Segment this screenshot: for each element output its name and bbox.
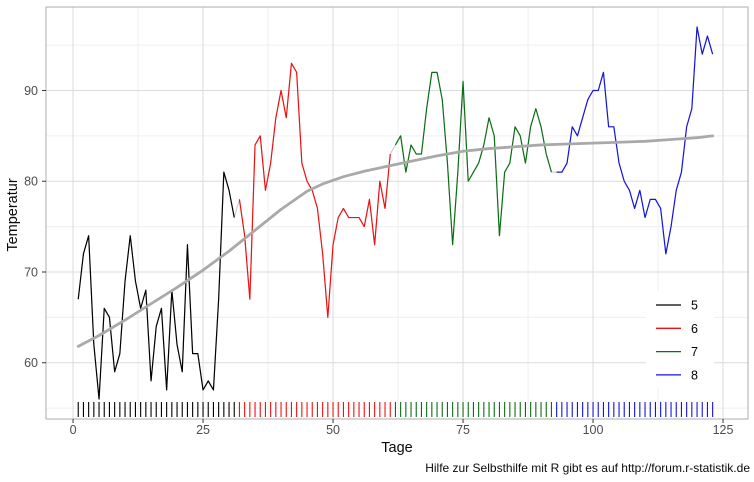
- legend-label: 8: [691, 368, 698, 382]
- legend: 5 6 7 8: [646, 291, 714, 388]
- legend-label: 6: [691, 322, 698, 336]
- smooth-trend: [76, 134, 715, 348]
- gridlines-major: [46, 7, 748, 419]
- month-boundary-connector-line: [77, 26, 714, 400]
- x-axis: 0 25 50 75 100 125: [70, 419, 734, 437]
- y-tick-label: 70: [24, 265, 38, 279]
- x-tick-label: 50: [326, 423, 340, 437]
- month-6-line: [238, 62, 391, 318]
- x-tick-label: 25: [196, 423, 210, 437]
- caption: Hilfe zur Selbsthilfe mit R gibt es auf …: [425, 461, 750, 475]
- x-axis-title: Tage: [381, 440, 412, 456]
- gridlines-minor: [46, 7, 748, 419]
- y-tick-label: 90: [24, 84, 38, 98]
- y-axis-title: Temperatur: [5, 178, 21, 252]
- x-tick-label: 75: [456, 423, 470, 437]
- temperature-series-lines: [77, 26, 714, 400]
- y-axis: 60 70 80 90: [24, 84, 46, 370]
- month-5-line: [77, 171, 235, 400]
- x-tick-label: 125: [713, 423, 734, 437]
- smooth-trend-line: [76, 134, 715, 348]
- day-rug-ticks: [77, 402, 714, 417]
- x-tick-label: 0: [70, 423, 77, 437]
- x-tick-label: 100: [583, 423, 604, 437]
- legend-background: [646, 291, 714, 388]
- legend-label: 5: [691, 299, 698, 313]
- full-series-connector: [77, 26, 714, 400]
- month-8-line: [556, 26, 714, 255]
- legend-label: 7: [691, 345, 698, 359]
- y-tick-label: 80: [24, 175, 38, 189]
- y-tick-label: 60: [24, 356, 38, 370]
- month-7-line: [394, 71, 553, 246]
- panel-border: [45, 6, 749, 420]
